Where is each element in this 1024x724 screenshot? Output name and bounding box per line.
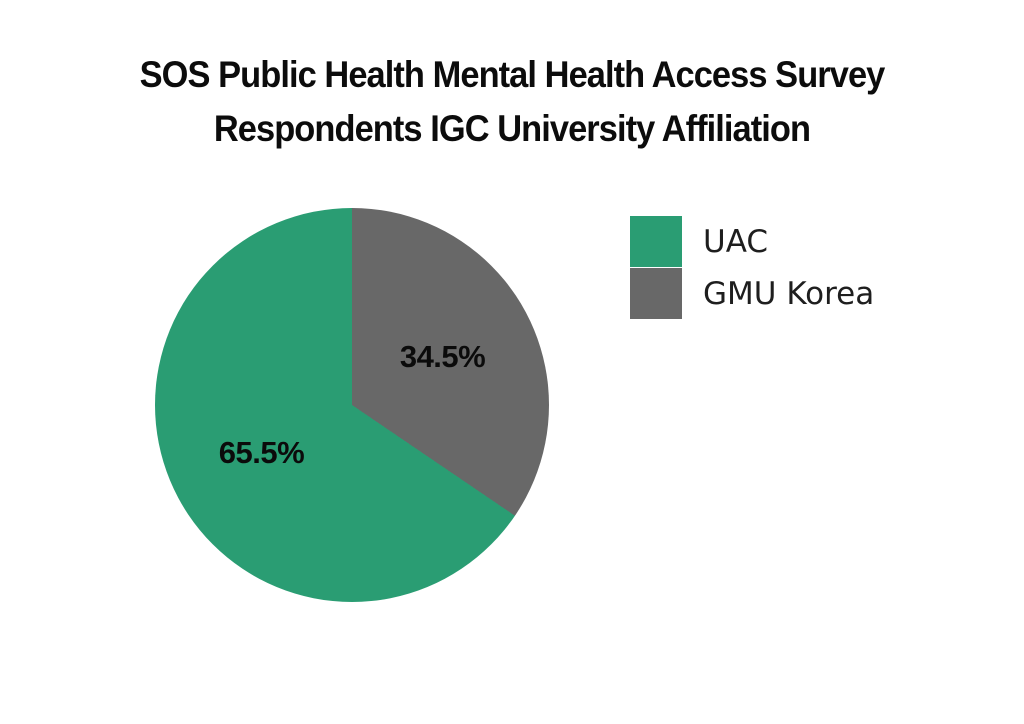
legend-item-uac: UAC [630, 216, 874, 267]
slice-label-gmu-korea: 34.5% [399, 339, 486, 375]
legend-label-uac: UAC [703, 223, 768, 260]
legend: UAC GMU Korea [630, 216, 874, 320]
legend-label-gmu-korea: GMU Korea [703, 275, 875, 312]
pie-chart: 34.5% 65.5% [155, 208, 549, 602]
legend-item-gmu-korea: GMU Korea [630, 268, 874, 319]
legend-swatch-gmu-korea [630, 268, 682, 319]
chart-title: SOS Public Health Mental Health Access S… [36, 48, 988, 157]
chart-title-line-2: Respondents IGC University Affiliation [213, 108, 811, 150]
chart-title-line-1: SOS Public Health Mental Health Access S… [139, 54, 886, 95]
slice-label-uac: 65.5% [218, 434, 305, 470]
legend-swatch-uac [630, 216, 682, 267]
